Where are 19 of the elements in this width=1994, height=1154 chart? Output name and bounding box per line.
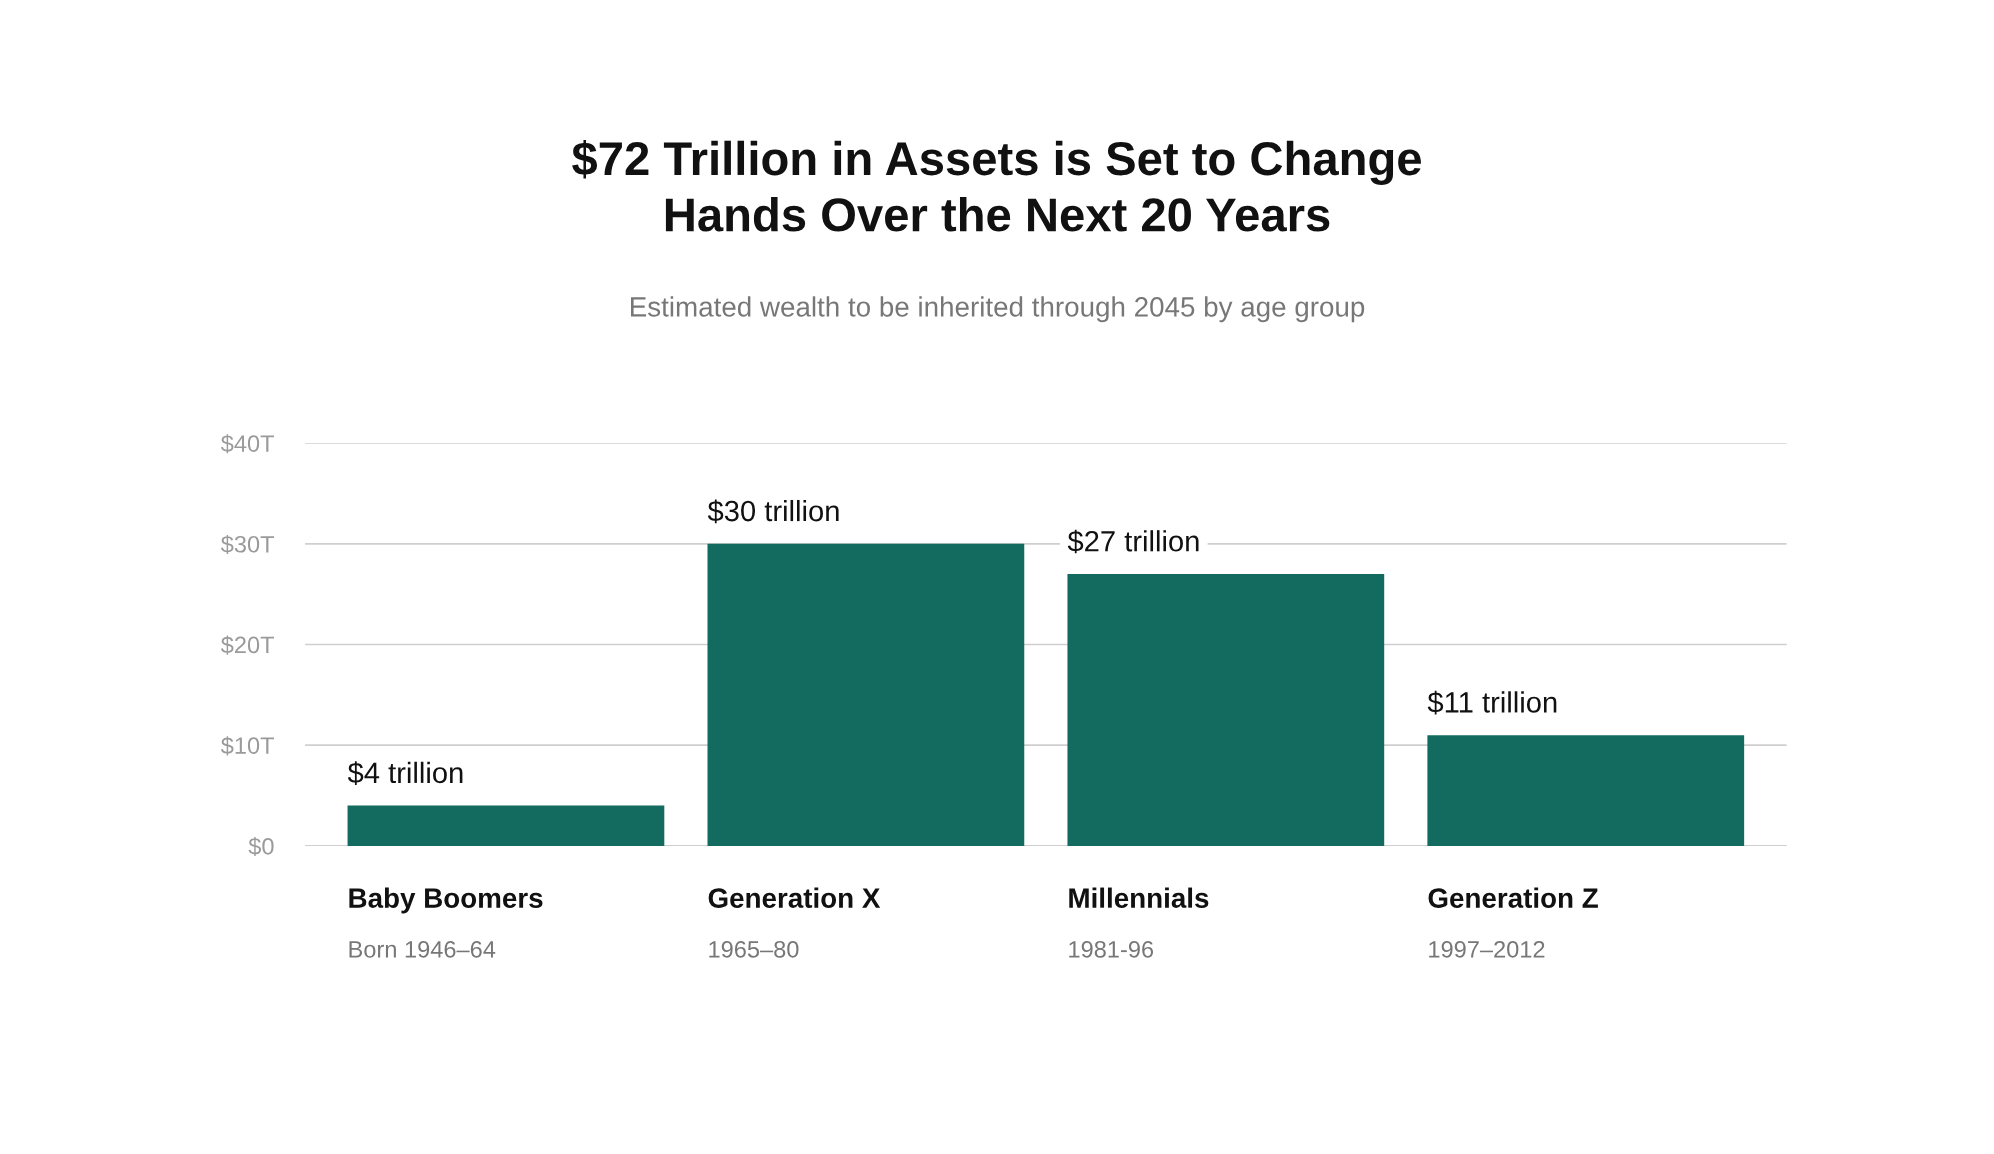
x-tick-label: Generation Z 1997–2012	[1428, 887, 1598, 958]
bar	[1067, 574, 1385, 846]
x-tick-label: Baby Boomers Born 1946–64	[349, 887, 543, 958]
y-tick-label: $20T	[220, 635, 274, 655]
y-tick-label: $30T	[220, 534, 274, 555]
y-tick-label: $10T	[220, 736, 274, 756]
bar	[1427, 735, 1745, 846]
data-label: $27 trillion	[1067, 529, 1199, 554]
data-label: $11 trillion	[1427, 690, 1557, 715]
data-label: $4 trillion	[347, 761, 463, 785]
chart-title: $72 Trillion in Assets is Set to Change Hands Over the Next 20 Years	[572, 139, 1421, 232]
x-tick-label: Generation X 1965–80	[708, 887, 881, 958]
y-tick-label: $40T	[220, 434, 274, 454]
bar	[707, 543, 1025, 846]
bar	[347, 805, 665, 846]
y-tick-label: $0	[248, 836, 274, 857]
data-label: $30 trillion	[707, 499, 839, 524]
x-tick-label: Millennials 1981-96	[1069, 887, 1209, 958]
chart-subtitle: Estimated wealth to be inherited through 2045 by age group	[631, 296, 1365, 323]
